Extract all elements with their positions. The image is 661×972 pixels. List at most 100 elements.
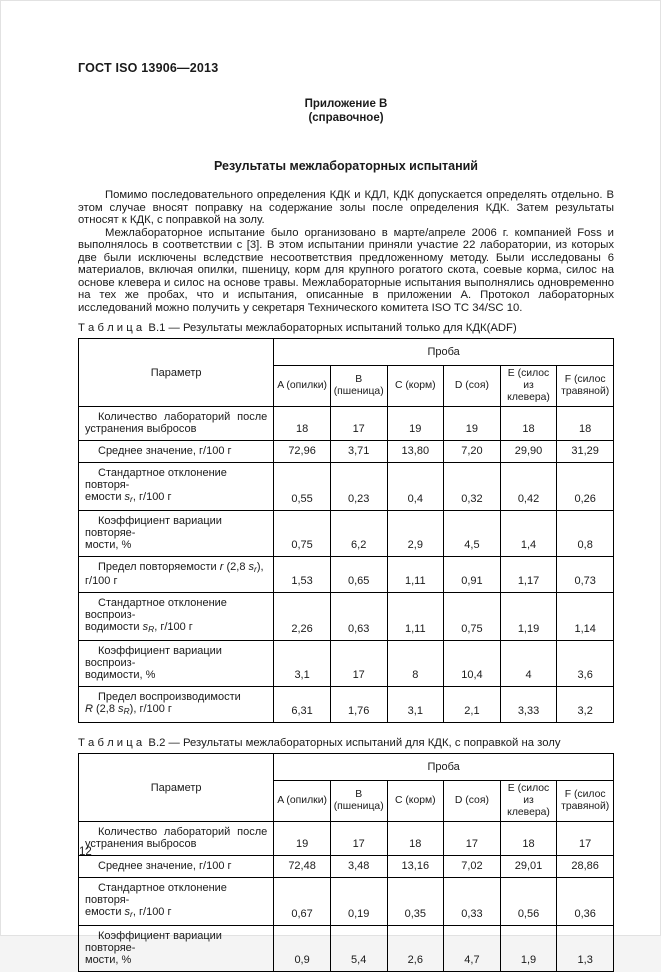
- value-cell: 0,75: [443, 592, 501, 641]
- paragraph-1: Помимо последовательного определения КДК…: [78, 189, 614, 226]
- value-cell: 19: [273, 821, 331, 856]
- sample-column-header: A (опилки): [273, 780, 331, 822]
- param-label-text: r: [130, 909, 133, 919]
- param-label-text: (2,8: [92, 703, 119, 715]
- appendix-block: Приложение В (справочное): [78, 97, 614, 125]
- param-label-text: R: [85, 703, 93, 715]
- parameter-cell: Количество лабораторий после устранения в…: [77, 406, 275, 441]
- results-table-b1: Параметр Проба A (опилки) B (пшеница) C (кор…: [77, 338, 614, 723]
- table-caption: Т а б л и ц а В.1 — Результаты межлабора…: [78, 322, 614, 334]
- value-cell: 0,67: [273, 877, 331, 926]
- value-cell: 6,2: [329, 510, 388, 557]
- sample-group-header: Проба: [273, 338, 614, 366]
- value-cell: 29,90: [499, 440, 558, 463]
- table-caption-label: Т а б л и ц а В.2: [78, 737, 166, 749]
- table-row: Среднее значение, г/100 г 72,48 3,48 13,16 7…: [77, 855, 614, 878]
- value-cell: 17: [556, 821, 614, 856]
- parameter-cell: Предел повторяемости r (2,8 sr), г/100 г: [77, 556, 275, 593]
- param-label-text: Стандартное отклонение повторя-: [85, 467, 227, 491]
- value-cell: 3,48: [329, 855, 388, 878]
- value-cell: 0,19: [329, 877, 388, 926]
- value-cell: 4,5: [443, 510, 501, 557]
- value-cell: 17: [329, 406, 388, 441]
- value-cell: 4,7: [443, 925, 501, 972]
- sample-group-header: Проба: [273, 753, 614, 781]
- sample-column-header: E (силос из клевера): [499, 780, 558, 822]
- value-cell: 1,3: [556, 925, 614, 972]
- param-label-text: мости, %: [85, 539, 132, 551]
- param-label-text: , г/100 г: [132, 491, 172, 503]
- value-cell: 18: [499, 821, 558, 856]
- value-cell: 6,31: [273, 686, 331, 723]
- value-cell: 29,01: [499, 855, 558, 878]
- param-label-text: r: [130, 494, 133, 504]
- param-label-text: , г/100 г: [132, 906, 172, 918]
- param-label-text: Среднее значение, г/100 г: [98, 445, 232, 457]
- value-cell: 17: [329, 640, 388, 687]
- table-row: Коэффициент вариации повторяе-мости, % 0,…: [77, 510, 614, 557]
- param-label-text: R: [148, 624, 155, 634]
- table-row: Среднее значение, г/100 г 72,96 3,71 13,80 7…: [77, 440, 614, 463]
- value-cell: 0,23: [329, 462, 388, 511]
- value-cell: 1,76: [329, 686, 388, 723]
- value-cell: 0,75: [273, 510, 331, 557]
- value-cell: 19: [443, 406, 501, 441]
- table-row: Коэффициент вариации повторяе-мости, % 0,…: [77, 925, 614, 972]
- param-label-text: емости: [85, 906, 125, 918]
- param-label-text: Предел воспроизводимости: [98, 691, 241, 703]
- param-label-text: Коэффициент вариации повторяе-: [85, 515, 222, 539]
- table-row: Стандартное отклонение воспроиз-водимост…: [77, 592, 614, 641]
- value-cell: 3,6: [556, 640, 614, 687]
- sample-column-header: F (силос травяной): [556, 780, 614, 822]
- value-cell: 0,33: [443, 877, 501, 926]
- param-label-text: s: [142, 621, 149, 633]
- param-label-text: Стандартное отклонение повторя-: [85, 882, 227, 906]
- value-cell: 3,71: [329, 440, 388, 463]
- param-label-text: s: [124, 491, 131, 503]
- param-label-text: r: [254, 564, 257, 574]
- parameter-column-header: Параметр: [77, 338, 275, 407]
- parameter-cell: Коэффициент вариации повторяе-мости, %: [77, 925, 275, 972]
- parameter-cell: Коэффициент вариации воспроиз-водимости,…: [77, 640, 275, 687]
- value-cell: 0,36: [556, 877, 614, 926]
- value-cell: 10,4: [443, 640, 501, 687]
- parameter-cell: Коэффициент вариации повторяе-мости, %: [77, 510, 275, 557]
- value-cell: 1,4: [499, 510, 558, 557]
- value-cell: 7,20: [443, 440, 501, 463]
- value-cell: 1,9: [499, 925, 558, 972]
- param-label-text: s: [118, 703, 124, 715]
- value-cell: 19: [386, 406, 445, 441]
- sample-column-header: B (пшеница): [329, 365, 388, 407]
- value-cell: 2,9: [386, 510, 445, 557]
- param-label-text: ), г/100 г: [129, 703, 172, 715]
- parameter-cell: Стандартное отклонение повторя-емости sr…: [77, 462, 275, 511]
- value-cell: 13,80: [386, 440, 445, 463]
- value-cell: 1,11: [386, 556, 445, 593]
- sample-column-header: E (силос из клевера): [499, 365, 558, 407]
- param-label-text: водимости, %: [85, 669, 156, 681]
- value-cell: 4: [499, 640, 558, 687]
- value-cell: 0,32: [443, 462, 501, 511]
- parameter-cell: Среднее значение, г/100 г: [77, 855, 275, 878]
- value-cell: 0,91: [443, 556, 501, 593]
- page-number: 12: [79, 846, 92, 858]
- value-cell: 0,9: [273, 925, 331, 972]
- doc-number: ГОСТ ISO 13906—2013: [78, 61, 219, 75]
- table-row: Стандартное отклонение повторя-емости sr…: [77, 462, 614, 511]
- table-caption-text: — Результаты межлабораторных испытаний т…: [165, 322, 517, 334]
- value-cell: 3,1: [273, 640, 331, 687]
- value-cell: 28,86: [556, 855, 614, 878]
- value-cell: 1,14: [556, 592, 614, 641]
- value-cell: 18: [556, 406, 614, 441]
- param-label-text: Предел повторяемости: [98, 561, 220, 573]
- value-cell: 8: [386, 640, 445, 687]
- param-label-text: Коэффициент вариации воспроиз-: [85, 645, 222, 669]
- value-cell: 1,53: [273, 556, 331, 593]
- param-label-text: емости: [85, 491, 125, 503]
- param-label-text: s: [124, 906, 131, 918]
- appendix-title: Приложение В: [304, 98, 388, 110]
- sample-column-header: B (пшеница): [329, 780, 388, 822]
- table-caption-label: Т а б л и ц а В.1: [78, 322, 166, 334]
